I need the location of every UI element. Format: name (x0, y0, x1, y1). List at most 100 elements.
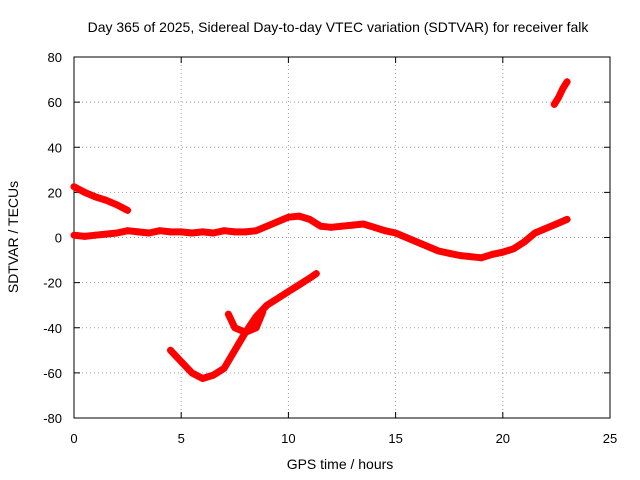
series-track-early (70, 183, 132, 214)
data-point (209, 371, 217, 379)
data-point (338, 222, 346, 230)
x-axis-label: GPS time / hours (287, 456, 394, 472)
data-point (555, 94, 563, 102)
data-point (91, 193, 99, 201)
data-point (252, 324, 260, 332)
series-track-mid (224, 308, 267, 336)
data-point (295, 281, 303, 289)
data-point (102, 196, 110, 204)
data-point (274, 218, 282, 226)
data-point (220, 364, 228, 372)
data-point (199, 228, 207, 236)
data-point (274, 294, 282, 302)
data-point (559, 85, 567, 93)
data-series (70, 78, 571, 383)
y-axis-label: SDTVAR / TECUs (5, 181, 21, 293)
data-point (434, 247, 442, 255)
x-tick-labels: 0 5 10 15 20 25 (70, 431, 617, 446)
data-point (499, 248, 507, 256)
series-line-track-early (70, 183, 132, 214)
data-point (252, 227, 260, 235)
data-point (166, 346, 174, 354)
data-point (231, 346, 239, 354)
data-point (477, 254, 485, 262)
data-point (102, 230, 110, 238)
data-point (413, 238, 421, 246)
data-point (259, 308, 267, 316)
data-point (467, 253, 475, 261)
data-point (231, 228, 239, 236)
data-point (327, 223, 335, 231)
data-point (188, 369, 196, 377)
data-point (242, 228, 250, 236)
series-track-late (550, 78, 571, 108)
data-point (177, 228, 185, 236)
data-point (134, 228, 142, 236)
y-tick-label: 80 (48, 50, 62, 65)
data-point (199, 375, 207, 383)
grid-lines (74, 57, 610, 418)
data-point (520, 238, 528, 246)
data-point (312, 270, 320, 278)
data-point (317, 222, 325, 230)
y-tick-label: -40 (43, 321, 62, 336)
data-point (220, 227, 228, 235)
data-point (284, 213, 292, 221)
data-point (177, 358, 185, 366)
data-point (284, 288, 292, 296)
y-tick-label: -60 (43, 366, 62, 381)
x-tick-label: 5 (178, 431, 185, 446)
data-point (188, 229, 196, 237)
y-tick-label: -80 (43, 411, 62, 426)
data-point (70, 183, 78, 191)
data-point (563, 78, 571, 86)
data-point (456, 252, 464, 260)
data-point (242, 328, 250, 336)
data-point (156, 227, 164, 235)
y-tick-label: 60 (48, 95, 62, 110)
data-point (81, 232, 89, 240)
data-point (124, 227, 132, 235)
y-tick-label: -20 (43, 276, 62, 291)
data-point (563, 215, 571, 223)
data-point (145, 229, 153, 237)
chart-title: Day 365 of 2025, Sidereal Day-to-day VTE… (88, 19, 590, 35)
data-point (124, 206, 132, 214)
data-point (359, 220, 367, 228)
data-point (392, 229, 400, 237)
data-point (70, 231, 78, 239)
data-point (81, 188, 89, 196)
data-point (542, 224, 550, 232)
data-point (306, 274, 314, 282)
y-tick-label: 40 (48, 140, 62, 155)
data-point (224, 310, 232, 318)
data-point (402, 234, 410, 241)
data-point (113, 229, 121, 237)
data-point (488, 250, 496, 258)
data-point (113, 201, 121, 209)
data-point (91, 231, 99, 239)
data-point (381, 227, 389, 235)
x-tick-label: 20 (496, 431, 510, 446)
data-point (550, 100, 558, 108)
data-point (445, 249, 453, 257)
data-point (349, 221, 357, 229)
data-point (231, 324, 239, 332)
y-tick-labels: -80 -60 -40 -20 0 20 40 60 80 (43, 50, 62, 426)
data-point (531, 229, 539, 237)
data-point (263, 301, 271, 309)
data-point (295, 212, 303, 220)
series-track-main (70, 212, 571, 262)
x-tick-label: 10 (281, 431, 295, 446)
data-point (209, 229, 217, 237)
data-point (510, 245, 518, 253)
y-tick-label: 0 (55, 231, 62, 246)
x-tick-label: 25 (603, 431, 617, 446)
data-point (370, 223, 378, 231)
data-point (263, 222, 271, 230)
x-tick-label: 0 (70, 431, 77, 446)
data-point (424, 243, 432, 251)
